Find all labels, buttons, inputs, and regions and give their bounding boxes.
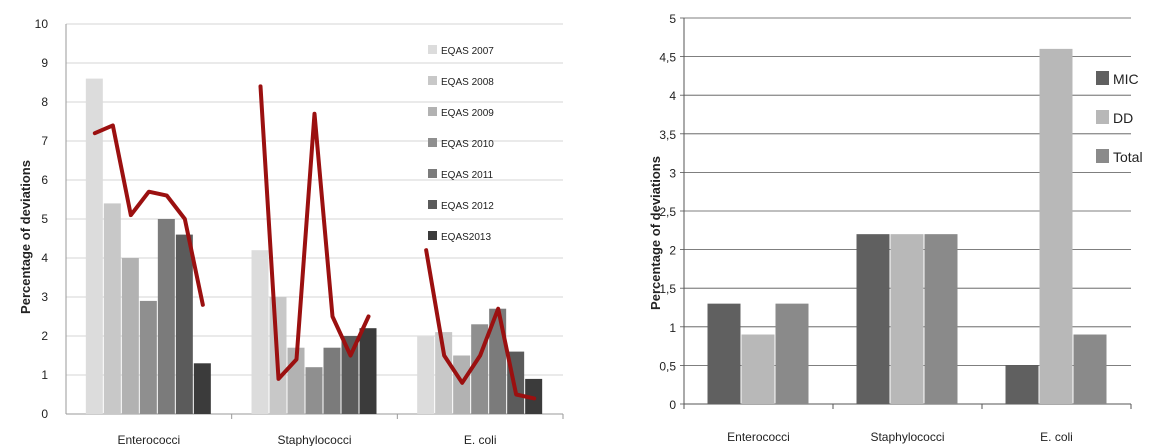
bar [1040,49,1073,404]
legend-swatch [1096,149,1109,163]
bar [708,304,741,404]
legend-swatch [1096,110,1109,124]
legend-label: MIC [1113,71,1139,87]
legend-swatch [1096,71,1109,85]
y-tick-label: 2 [669,244,676,258]
x-category-label: Staphylococci [870,430,944,444]
bar [857,234,890,404]
bar [925,234,958,404]
y-axis-label: Percentage of deviations [648,156,663,310]
y-tick-label: 0,5 [659,359,676,373]
legend-label: Total [1113,149,1143,165]
y-tick-label: 3 [669,166,676,180]
bar [891,234,924,404]
y-tick-label: 0 [669,398,676,412]
bar [1006,365,1039,404]
y-tick-label: 4,5 [659,51,676,65]
x-category-label: E. coli [1040,430,1073,444]
legend-label: DD [1113,110,1133,126]
x-category-label: Enterococci [727,430,790,444]
y-tick-label: 1 [669,321,676,335]
y-tick-label: 5 [669,12,676,26]
bar [742,335,775,404]
y-tick-label: 3,5 [659,128,676,142]
bar [776,304,809,404]
y-tick-label: 4 [669,89,676,103]
bar [1074,335,1107,404]
